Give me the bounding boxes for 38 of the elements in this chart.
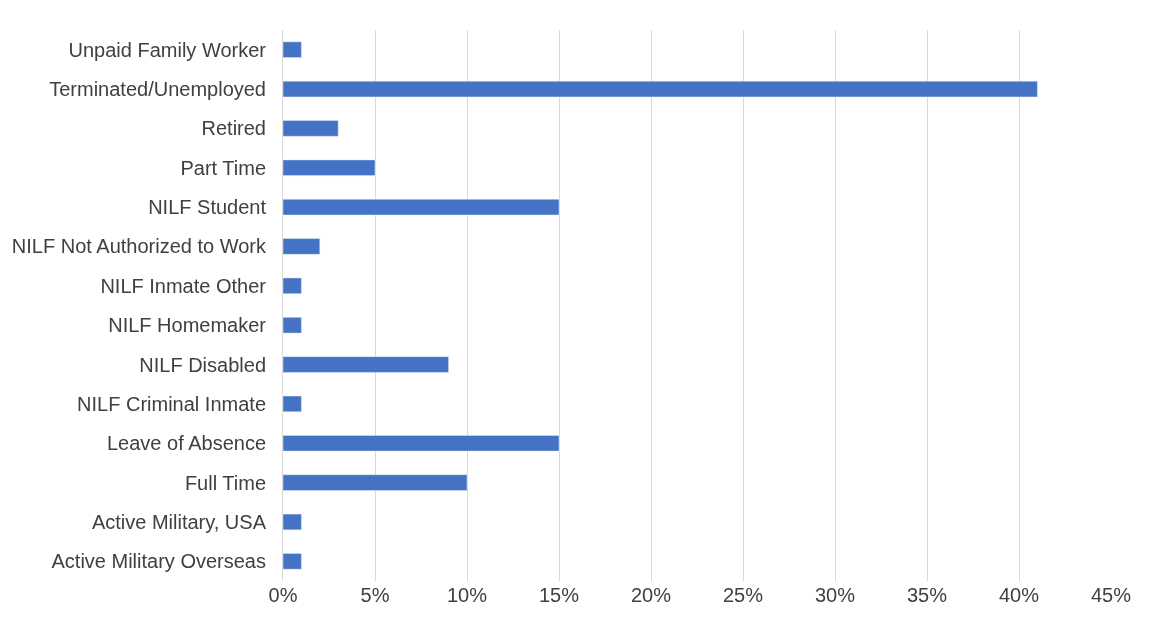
y-tick-label: Active Military, USA <box>91 510 267 533</box>
bar <box>283 317 302 334</box>
bar <box>283 356 449 373</box>
y-tick-label: Terminated/Unemployed <box>49 78 266 101</box>
x-tick-label: 40% <box>998 584 1040 606</box>
y-tick-label: Leave of Absence <box>106 432 266 455</box>
bar <box>283 198 560 216</box>
y-tick-label: NILF Student <box>148 196 267 219</box>
x-tick-label: 5% <box>360 584 390 606</box>
y-tick-label: NILF Not Authorized to Work <box>11 235 267 258</box>
bar <box>283 238 321 255</box>
bar <box>283 159 376 176</box>
x-tick-label: 30% <box>814 584 856 606</box>
bar <box>283 513 302 531</box>
y-tick-label: NILF Criminal Inmate <box>77 392 266 415</box>
x-tick-label: 35% <box>906 584 948 606</box>
y-tick-label: NILF Homemaker <box>108 314 267 337</box>
x-tick-label: 45% <box>1090 584 1132 606</box>
y-tick-label: Unpaid Family Worker <box>68 38 267 61</box>
bar <box>283 553 302 570</box>
x-tick-label: 25% <box>722 584 764 606</box>
y-tick-label: Retired <box>201 117 266 140</box>
bar <box>283 277 302 294</box>
x-tick-label: 20% <box>630 584 672 606</box>
y-tick-label: Full Time <box>184 471 266 494</box>
bar <box>283 435 560 452</box>
bar <box>283 80 1038 98</box>
bar <box>283 474 468 491</box>
x-tick-label: 0% <box>268 584 298 606</box>
bar <box>283 120 339 137</box>
bar <box>283 395 302 413</box>
y-tick-label: NILF Inmate Other <box>100 274 267 297</box>
y-tick-label: Part Time <box>180 156 266 179</box>
bar <box>283 41 302 58</box>
y-tick-label: NILF Disabled <box>139 353 266 376</box>
x-tick-label: 10% <box>446 584 488 606</box>
x-tick-label: 15% <box>538 584 580 606</box>
y-tick-label: Active Military Overseas <box>51 550 266 573</box>
